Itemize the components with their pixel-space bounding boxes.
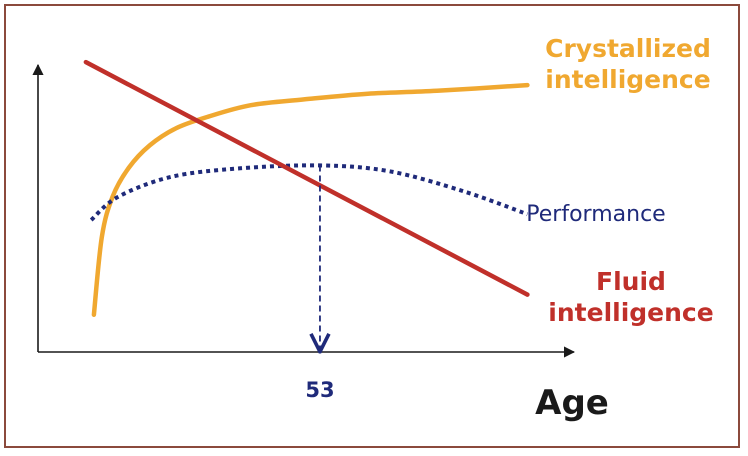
chart-frame bbox=[4, 4, 740, 448]
series-line-performance bbox=[89, 163, 529, 222]
series-label-crystallized-line1: Crystallized bbox=[545, 34, 711, 63]
series-line-crystallized-intelligence bbox=[91, 82, 530, 317]
series-label-fluid-line2: intelligence bbox=[548, 298, 713, 327]
series-label-crystallized-line2: intelligence bbox=[545, 65, 710, 94]
x-axis-label: Age bbox=[535, 383, 609, 423]
series-label-fluid-line1: Fluid bbox=[596, 267, 666, 296]
peak-age-label: 53 bbox=[305, 378, 334, 402]
series-line-fluid-intelligence bbox=[83, 59, 530, 297]
series-label-performance: Performance bbox=[526, 202, 665, 227]
